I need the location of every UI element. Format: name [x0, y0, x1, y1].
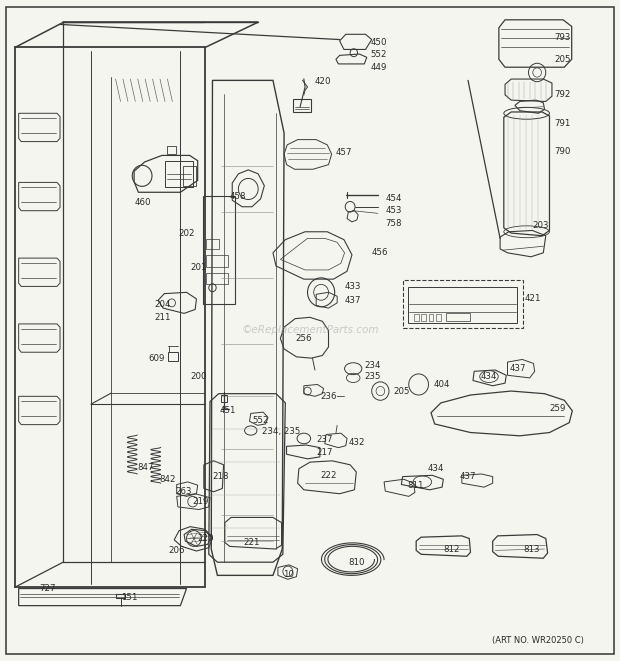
Text: 451: 451: [220, 407, 236, 415]
Text: 205: 205: [554, 55, 571, 64]
Text: 460: 460: [135, 198, 151, 207]
Text: 200: 200: [190, 372, 206, 381]
Text: (ART NO. WR20250 C): (ART NO. WR20250 C): [492, 636, 584, 645]
Text: 10: 10: [283, 570, 294, 578]
Text: 217: 217: [316, 448, 333, 457]
Text: 234: 234: [365, 361, 381, 370]
Bar: [436, 314, 441, 321]
Text: 259: 259: [549, 404, 565, 412]
Text: 237: 237: [316, 435, 333, 444]
Text: 201: 201: [190, 263, 206, 272]
Bar: [168, 352, 178, 361]
Text: 433: 433: [345, 282, 361, 291]
Text: ©eReplacementParts.com: ©eReplacementParts.com: [241, 325, 379, 336]
Text: 220: 220: [198, 534, 214, 543]
Bar: [184, 166, 196, 186]
Bar: [293, 98, 311, 112]
Text: 420: 420: [315, 77, 332, 86]
Text: 434: 434: [480, 372, 497, 381]
Bar: [206, 239, 219, 249]
Bar: [446, 313, 471, 321]
Bar: [206, 255, 228, 267]
Bar: [421, 314, 426, 321]
Text: 842: 842: [159, 475, 176, 485]
Bar: [428, 314, 433, 321]
Bar: [206, 272, 228, 284]
Text: 219: 219: [193, 497, 209, 506]
Text: 758: 758: [385, 219, 402, 228]
Bar: [167, 146, 176, 154]
Text: 847: 847: [137, 463, 154, 472]
Text: 236—: 236—: [320, 392, 345, 401]
Text: 206: 206: [168, 546, 185, 555]
Text: 218: 218: [213, 472, 229, 481]
Text: 552: 552: [252, 416, 268, 425]
Text: 432: 432: [348, 438, 365, 447]
Text: 449: 449: [371, 63, 387, 71]
Text: 151: 151: [121, 593, 138, 602]
Text: 454: 454: [385, 194, 402, 204]
Text: 793: 793: [554, 33, 571, 42]
Text: 812: 812: [443, 545, 460, 553]
Text: 791: 791: [554, 119, 571, 128]
Text: 404: 404: [433, 380, 450, 389]
Text: 235: 235: [365, 372, 381, 381]
Text: 205: 205: [393, 387, 410, 396]
Text: 437: 437: [460, 472, 477, 481]
Text: 204: 204: [154, 299, 171, 309]
Text: 222: 222: [320, 471, 337, 480]
Bar: [165, 161, 193, 187]
Text: 456: 456: [372, 249, 388, 257]
Text: 450: 450: [371, 38, 387, 48]
Text: 437: 437: [345, 295, 361, 305]
Text: 256: 256: [295, 334, 312, 343]
Text: 434: 434: [427, 464, 444, 473]
Bar: [407, 287, 517, 323]
Text: 457: 457: [335, 148, 352, 157]
Text: 790: 790: [554, 147, 571, 156]
Text: 792: 792: [554, 91, 571, 99]
Bar: [402, 280, 523, 328]
Text: 609: 609: [148, 354, 165, 363]
Text: 552: 552: [371, 50, 387, 59]
Text: 203: 203: [532, 221, 549, 229]
Text: 234, 235: 234, 235: [262, 427, 300, 436]
Text: 202: 202: [178, 229, 195, 237]
Text: 263: 263: [175, 486, 192, 496]
Text: 421: 421: [524, 294, 541, 303]
Bar: [221, 395, 228, 402]
Text: 813: 813: [523, 545, 540, 553]
Text: 453: 453: [385, 206, 402, 215]
Text: 811: 811: [407, 481, 424, 490]
Text: 221: 221: [243, 538, 260, 547]
Text: 458: 458: [230, 192, 246, 202]
Bar: [203, 196, 235, 304]
Text: 211: 211: [154, 313, 171, 322]
Text: 727: 727: [40, 584, 56, 593]
Text: 810: 810: [348, 558, 365, 566]
Bar: [414, 314, 418, 321]
Text: 437: 437: [510, 364, 526, 373]
